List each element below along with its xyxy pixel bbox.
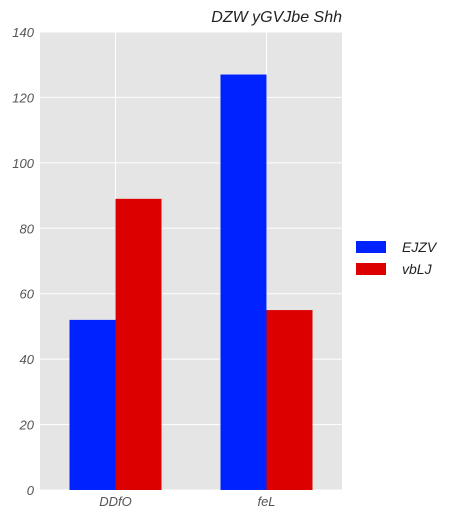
y-tick-label-2: 40 xyxy=(20,352,35,367)
y-axis-ticks: 0 20 40 60 80 100 120 140 xyxy=(12,25,34,498)
legend-label-vbLJ: vbLJ xyxy=(402,261,433,277)
y-tick-label-1: 20 xyxy=(19,418,35,433)
x-axis-ticks: DDfO feL xyxy=(99,494,275,509)
y-tick-label-5: 100 xyxy=(12,156,34,171)
chart-title: DZW yGVJbe Shh xyxy=(211,9,342,26)
y-tick-label-4: 80 xyxy=(20,221,35,236)
y-tick-label-0: 0 xyxy=(27,483,35,498)
y-tick-label-3: 60 xyxy=(20,287,35,302)
legend-swatch-EJZV xyxy=(356,241,386,253)
y-tick-label-7: 140 xyxy=(12,25,34,40)
x-tick-label-0: DDfO xyxy=(99,494,132,509)
bar-EJZV-feL xyxy=(220,74,267,491)
bars xyxy=(69,74,313,491)
x-tick-label-1: feL xyxy=(257,494,275,509)
bar-EJZV-DDfO xyxy=(69,319,116,490)
bar-vbLJ-feL xyxy=(266,310,313,490)
legend: EJZV vbLJ xyxy=(356,239,438,277)
legend-label-EJZV: EJZV xyxy=(402,239,438,255)
y-tick-label-6: 120 xyxy=(12,90,34,105)
bar-vbLJ-DDfO xyxy=(115,198,162,491)
legend-swatch-vbLJ xyxy=(356,263,386,275)
